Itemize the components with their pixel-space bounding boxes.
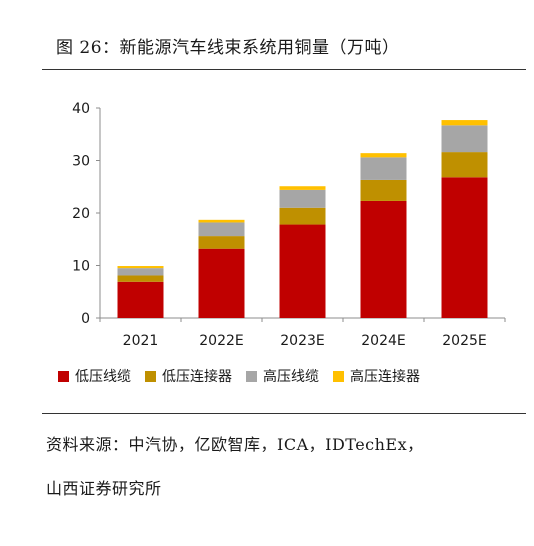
y-tick-label: 10	[72, 259, 90, 275]
bar-segment-2022E-3	[198, 219, 245, 223]
x-tick-label: 2022E	[199, 333, 243, 349]
legend-item-0: 低压线缆	[58, 366, 131, 386]
bar-segment-2022E-2	[198, 222, 245, 237]
x-tick-label: 2024E	[361, 333, 405, 349]
x-tick-label: 2025E	[442, 333, 486, 349]
legend-label: 高压连接器	[350, 369, 420, 385]
bar-segment-2024E-2	[360, 157, 407, 180]
legend-item-2: 高压线缆	[246, 366, 319, 386]
legend-item-3: 高压连接器	[333, 366, 420, 386]
legend-swatch	[246, 370, 257, 382]
legend-label: 低压连接器	[162, 369, 232, 385]
x-tick-label: 2023E	[280, 333, 324, 349]
bar-segment-2022E-0	[198, 248, 245, 318]
bar-segment-2025E-2	[441, 125, 488, 153]
source-line-1: 资料来源：中汽协，亿欧智库，ICA，IDTechEx，	[46, 435, 424, 454]
legend-item-1: 低压连接器	[145, 366, 232, 386]
bar-segment-2021-1	[117, 275, 164, 282]
y-tick-label: 0	[81, 311, 90, 327]
legend-swatch	[333, 370, 344, 382]
bar-segment-2024E-1	[360, 179, 407, 201]
bar-segment-2024E-3	[360, 153, 407, 158]
source-line-2: 山西证券研究所	[46, 479, 162, 498]
legend-swatch	[145, 370, 156, 382]
legend-swatch	[58, 370, 69, 382]
bar-segment-2023E-2	[279, 189, 326, 208]
top-rule	[42, 69, 526, 70]
y-tick-label: 30	[72, 154, 90, 170]
bar-segment-2024E-0	[360, 200, 407, 318]
bar-segment-2023E-0	[279, 224, 326, 318]
x-tick-label: 2021	[123, 333, 159, 349]
chart-bars	[117, 120, 488, 318]
bottom-rule	[42, 413, 526, 414]
bar-segment-2021-2	[117, 268, 164, 276]
bar-segment-2021-0	[117, 281, 164, 318]
bar-segment-2025E-1	[441, 152, 488, 178]
bar-segment-2023E-3	[279, 186, 326, 190]
bar-segment-2025E-0	[441, 177, 488, 318]
legend-label: 高压线缆	[263, 369, 319, 385]
y-tick-label: 20	[72, 206, 90, 222]
chart-legend: 低压线缆 低压连接器 高压线缆 高压连接器	[58, 366, 434, 386]
chart-tick-labels: 0 10 20 30 40 2021 2022E 2023E 2024E 2025E	[72, 101, 487, 349]
bar-segment-2025E-3	[441, 120, 488, 126]
bar-segment-2021-3	[117, 266, 164, 269]
bar-segment-2022E-1	[198, 236, 245, 249]
legend-label: 低压线缆	[75, 369, 131, 385]
figure-title: 图 26：新能源汽车线束系统用铜量（万吨）	[56, 38, 400, 58]
stacked-bar-chart: 0 10 20 30 40 2021 2022E 2023E 2024E 2025E	[72, 101, 506, 349]
y-tick-label: 40	[72, 101, 90, 117]
bar-segment-2023E-1	[279, 207, 326, 225]
